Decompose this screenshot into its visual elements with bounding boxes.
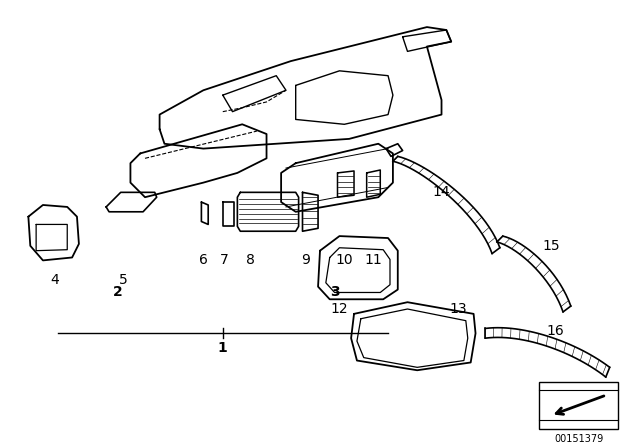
Text: 2: 2 <box>113 285 123 299</box>
Text: 3: 3 <box>330 285 339 299</box>
Text: 11: 11 <box>365 254 382 267</box>
Text: 9: 9 <box>301 254 310 267</box>
Text: 10: 10 <box>335 254 353 267</box>
Text: 7: 7 <box>220 254 229 267</box>
Text: 13: 13 <box>449 302 467 316</box>
Text: 6: 6 <box>199 254 208 267</box>
Text: 14: 14 <box>433 185 451 199</box>
Text: 4: 4 <box>50 273 59 287</box>
Text: 8: 8 <box>246 254 255 267</box>
Text: 12: 12 <box>331 302 348 316</box>
Text: 15: 15 <box>543 239 560 253</box>
Text: 00151379: 00151379 <box>554 435 604 444</box>
Text: 5: 5 <box>119 273 128 287</box>
Text: 16: 16 <box>547 324 564 338</box>
Bar <box>539 382 618 429</box>
Text: 1: 1 <box>218 341 228 355</box>
